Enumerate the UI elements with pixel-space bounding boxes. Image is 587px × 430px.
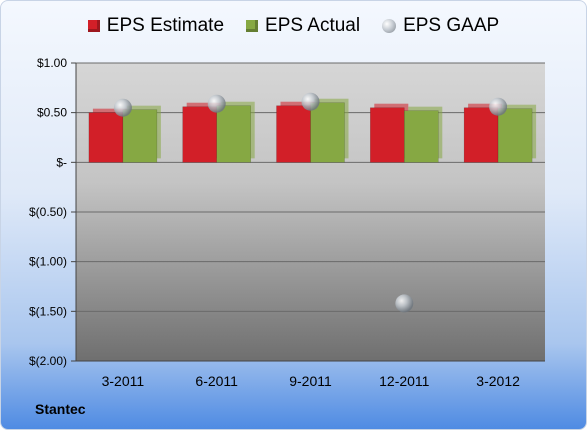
- y-tick-label: $(1.50): [29, 304, 67, 318]
- actual-bar: [404, 110, 439, 163]
- y-tick-label: $0.50: [37, 106, 67, 120]
- legend-item-estimate: EPS Estimate: [87, 15, 225, 37]
- legend-gaap-label: EPS GAAP: [403, 15, 500, 36]
- x-tick-label: 3-2012: [476, 373, 520, 389]
- gaap-marker: [207, 94, 226, 113]
- x-tick-label: 6-2011: [195, 373, 238, 389]
- gaap-marker: [113, 98, 132, 117]
- actual-bar: [122, 109, 158, 163]
- x-tick-label: 9-2011: [289, 373, 332, 389]
- gaap-marker: [489, 97, 508, 116]
- legend-item-gaap: EPS GAAP: [382, 15, 499, 37]
- y-tick-label: $(2.00): [29, 354, 67, 368]
- y-tick-label: $-: [56, 155, 67, 169]
- legend: EPS Estimate EPS Actual EPS GAAP: [1, 15, 586, 37]
- estimate-bar: [370, 107, 405, 163]
- actual-bar: [497, 108, 533, 163]
- x-tick-label: 3-2011: [102, 373, 145, 389]
- gaap-sphere-icon: [382, 19, 397, 33]
- legend-actual-label: EPS Actual: [265, 15, 361, 36]
- actual-bar: [310, 102, 345, 163]
- company-name: Stantec: [35, 401, 86, 417]
- y-tick-label: $(0.50): [29, 205, 67, 219]
- legend-estimate-label: EPS Estimate: [106, 15, 225, 36]
- legend-item-actual: EPS Actual: [246, 15, 360, 37]
- actual-bar: [216, 105, 251, 163]
- gaap-marker: [395, 294, 414, 313]
- estimate-bar: [276, 105, 311, 163]
- actual-swatch-icon: [246, 20, 259, 32]
- estimate-bar: [182, 106, 217, 163]
- y-tick-label: $(1.00): [29, 255, 67, 269]
- gaap-marker: [301, 92, 320, 111]
- y-tick-label: $1.00: [37, 56, 67, 70]
- estimate-bar: [88, 112, 124, 163]
- estimate-bar: [463, 107, 499, 163]
- x-tick-label: 12-2011: [379, 373, 430, 389]
- estimate-swatch-icon: [87, 20, 100, 32]
